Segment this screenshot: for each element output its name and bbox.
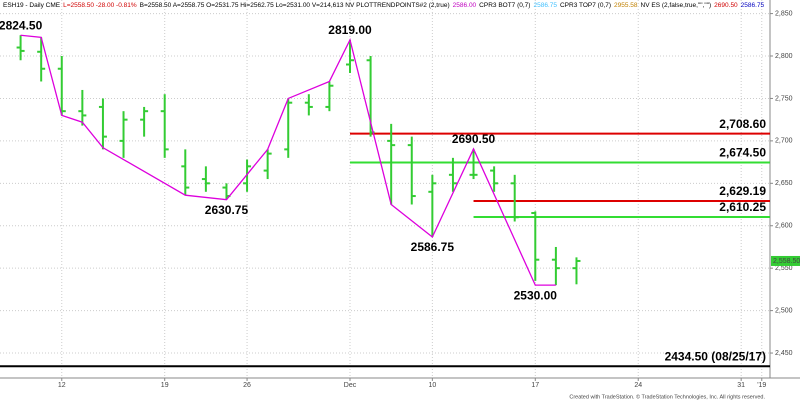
price-annotation: 2819.00 [328, 23, 372, 37]
header-segment: B=2558.50 A=2558.75 O=2531.75 Hi=2562.75… [140, 2, 450, 9]
x-tick-label: '19 [757, 382, 766, 389]
x-tick-label: 31 [737, 382, 745, 389]
y-tick-label: 2,750 [775, 95, 793, 102]
price-annotation: 2586.75 [411, 240, 455, 254]
y-tick-label: 2,800 [775, 53, 793, 60]
level-label: 2434.50 (08/25/17) [665, 349, 766, 363]
level-label: 2,610.25 [719, 200, 766, 214]
y-tick-label: 2,500 [775, 307, 793, 314]
x-tick-label: 24 [634, 382, 642, 389]
price-annotation: 2630.75 [205, 203, 249, 217]
x-tick-label: 17 [531, 382, 539, 389]
y-tick-label: 2,650 [775, 180, 793, 187]
header-segment: NV ES (2,false,true,"","") [641, 2, 712, 9]
header-segment: 2955.58 [614, 2, 638, 9]
x-tick-label: 26 [243, 382, 251, 389]
header-segment: L=2558.50 -28.00 -0.81% [63, 2, 137, 9]
x-tick-label: Dec [344, 382, 357, 389]
level-label: 2,708.60 [719, 117, 766, 131]
price-annotation: 2824.50 [0, 18, 43, 32]
y-tick-label: 2,700 [775, 138, 793, 145]
level-label: 2,629.19 [719, 184, 766, 198]
y-tick-label: 2,550 [775, 265, 793, 272]
x-tick-label: 19 [161, 382, 169, 389]
footer: Created with TradeStation. © TradeStatio… [569, 393, 765, 400]
level-label: 2,674.50 [719, 146, 766, 160]
y-tick-label: 2,600 [775, 223, 793, 230]
header-segment: 2586.75 [741, 2, 765, 9]
header-segment: CPR3 BOT7 (0,7) [479, 2, 530, 9]
y-tick-label: 2,450 [775, 350, 793, 357]
last-price-tag [771, 255, 800, 266]
y-tick-label: 2,850 [775, 10, 793, 17]
header: ESH19 - Daily CME L=2558.50 -28.00 -0.81%… [3, 2, 765, 9]
x-tick-label: 10 [428, 382, 436, 389]
price-annotation: 2690.50 [452, 132, 496, 146]
header-segment: 2690.50 [714, 2, 738, 9]
header-segment: 2586.00 [453, 2, 477, 9]
price-annotation: 2530.00 [514, 288, 558, 302]
last-price-label: 2,558.50 [773, 258, 800, 265]
header-segment: ESH19 - Daily CME [3, 2, 61, 9]
header-segment: CPR3 TOP7 (0,7) [560, 2, 611, 9]
x-tick-label: 12 [58, 382, 66, 389]
trend-line [20, 34, 556, 286]
header-segment: 2586.75 [533, 2, 557, 9]
